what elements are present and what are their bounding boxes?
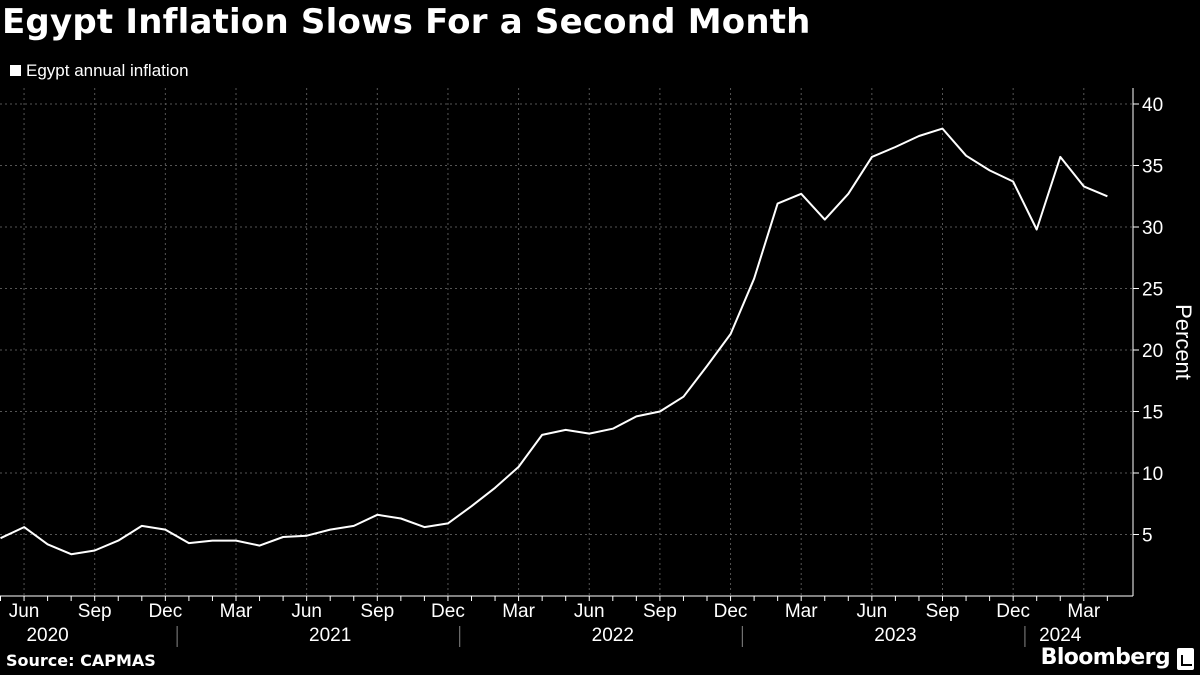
brand-logo: Bloomberg — [1040, 645, 1171, 670]
legend-label: Egypt annual inflation — [26, 61, 189, 80]
x-tick-label: Mar — [502, 601, 535, 622]
x-tick-label: Sep — [78, 601, 112, 622]
x-tick-label: Jun — [9, 601, 40, 622]
y-tick-label: 25 — [1142, 280, 1163, 301]
series-line — [0, 127, 1108, 556]
legend: Egypt annual inflation — [10, 61, 189, 81]
y-axis-label: Percent — [1171, 304, 1196, 380]
y-tick-label: 20 — [1142, 341, 1163, 362]
y-tick-label: 30 — [1142, 218, 1163, 239]
source-note: Source: CAPMAS — [6, 651, 156, 670]
x-tick-label: Jun — [857, 601, 888, 622]
y-tick-label: 15 — [1142, 403, 1163, 424]
x-year-label: 2022 — [592, 625, 634, 646]
x-tick-label: Jun — [574, 601, 605, 622]
y-tick-label: 10 — [1142, 464, 1163, 485]
x-tick-label: Jun — [291, 601, 322, 622]
chart-title: Egypt Inflation Slows For a Second Month — [2, 2, 811, 42]
x-year-label: 2023 — [874, 625, 916, 646]
x-year-label: 2020 — [26, 625, 68, 646]
legend-swatch — [10, 65, 21, 76]
y-tick-label: 5 — [1142, 526, 1153, 547]
y-tick-label: 35 — [1142, 157, 1163, 178]
x-tick-label: Dec — [996, 601, 1030, 622]
x-tick-label: Dec — [148, 601, 182, 622]
x-tick-label: Mar — [1067, 601, 1100, 622]
brand-chart-icon — [1177, 648, 1194, 670]
x-tick-label: Dec — [431, 601, 465, 622]
x-tick-label: Sep — [926, 601, 960, 622]
x-tick-label: Sep — [643, 601, 677, 622]
x-year-label: 2021 — [309, 625, 351, 646]
x-year-label: 2024 — [1039, 625, 1082, 646]
x-tick-label: Dec — [714, 601, 748, 622]
x-tick-label: Sep — [360, 601, 394, 622]
x-tick-label: Mar — [220, 601, 253, 622]
y-tick-label: 40 — [1142, 95, 1163, 116]
x-tick-label: Mar — [785, 601, 818, 622]
